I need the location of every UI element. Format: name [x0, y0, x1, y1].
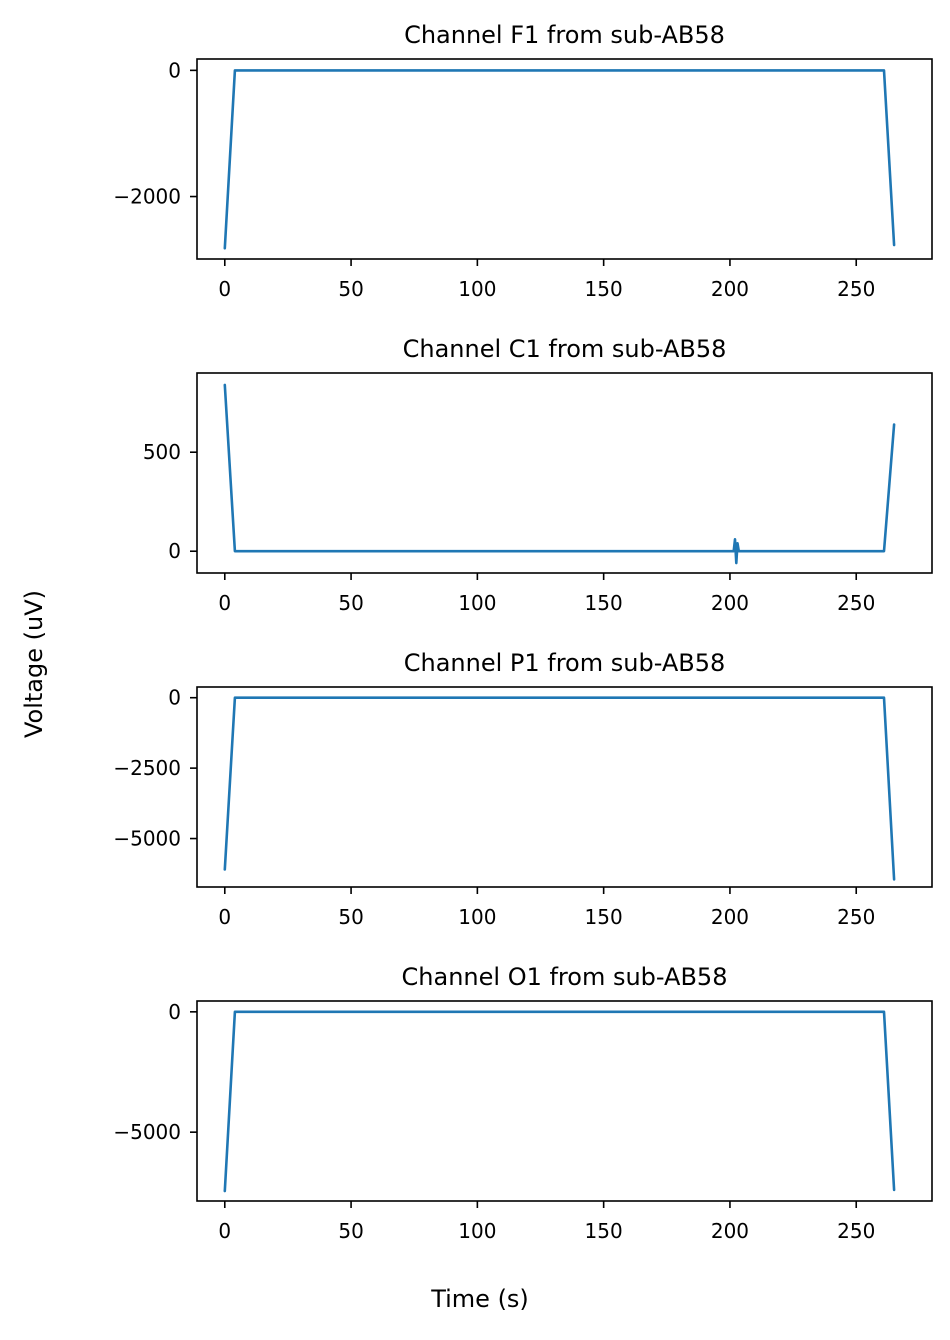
y-tick-label: 0: [168, 58, 181, 82]
x-tick-label: 250: [837, 591, 875, 615]
x-tick-label: 0: [218, 277, 231, 301]
subplot-title: Channel O1 from sub-AB58: [402, 963, 728, 991]
x-tick-label: 50: [338, 1219, 363, 1243]
x-tick-label: 100: [458, 591, 496, 615]
x-tick-label: 100: [458, 1219, 496, 1243]
figure-y-axis-label: Voltage (uV): [20, 589, 48, 739]
x-tick-label: 250: [837, 1219, 875, 1243]
subplot-title: Channel P1 from sub-AB58: [404, 649, 726, 677]
y-tick-label: 0: [168, 686, 181, 710]
y-tick-label: −2000: [113, 185, 181, 209]
x-tick-label: 0: [218, 591, 231, 615]
x-tick-label: 200: [711, 277, 749, 301]
y-tick-label: −2500: [113, 756, 181, 780]
y-tick-label: 500: [143, 440, 181, 464]
x-tick-label: 150: [585, 591, 623, 615]
x-tick-label: 0: [218, 1219, 231, 1243]
x-tick-label: 50: [338, 905, 363, 929]
subplot-1: Channel F1 from sub-AB58 0 50 100 150 200 250 0…: [113, 21, 933, 301]
x-tick-label: 250: [837, 905, 875, 929]
x-tick-label: 150: [585, 1219, 623, 1243]
axes-frame: [196, 1000, 933, 1202]
x-tick-label: 150: [585, 277, 623, 301]
x-tick-label: 200: [711, 1219, 749, 1243]
y-tick-label: 0: [168, 1000, 181, 1024]
y-tick-label: −5000: [113, 1120, 181, 1144]
subplot-title: Channel F1 from sub-AB58: [404, 21, 725, 49]
x-tick-label: 250: [837, 277, 875, 301]
axes-frame: [196, 686, 933, 888]
subplot-title: Channel C1 from sub-AB58: [403, 335, 727, 363]
y-tick-label: −5000: [113, 827, 181, 851]
series-line: [223, 1010, 896, 1193]
subplot-4: Channel O1 from sub-AB58 0 50 100 150 200 250 0…: [113, 963, 933, 1243]
series-line: [223, 696, 896, 881]
subplot-2: Channel C1 from sub-AB58 0 50 100 150 200 250 5…: [143, 335, 933, 615]
series-line: [223, 69, 896, 250]
y-tick-label: 0: [168, 539, 181, 563]
series-line: [223, 383, 896, 565]
figure-x-axis-label: Time (s): [431, 1285, 529, 1313]
x-tick-label: 200: [711, 905, 749, 929]
axes-frame: [196, 58, 933, 260]
x-tick-label: 0: [218, 905, 231, 929]
x-tick-label: 100: [458, 277, 496, 301]
axes-frame: [196, 372, 933, 574]
x-tick-label: 100: [458, 905, 496, 929]
x-tick-label: 50: [338, 591, 363, 615]
x-tick-label: 150: [585, 905, 623, 929]
x-tick-label: 50: [338, 277, 363, 301]
x-tick-label: 200: [711, 591, 749, 615]
subplot-3: Channel P1 from sub-AB58 0 50 100 150 200 250 0…: [113, 649, 933, 929]
